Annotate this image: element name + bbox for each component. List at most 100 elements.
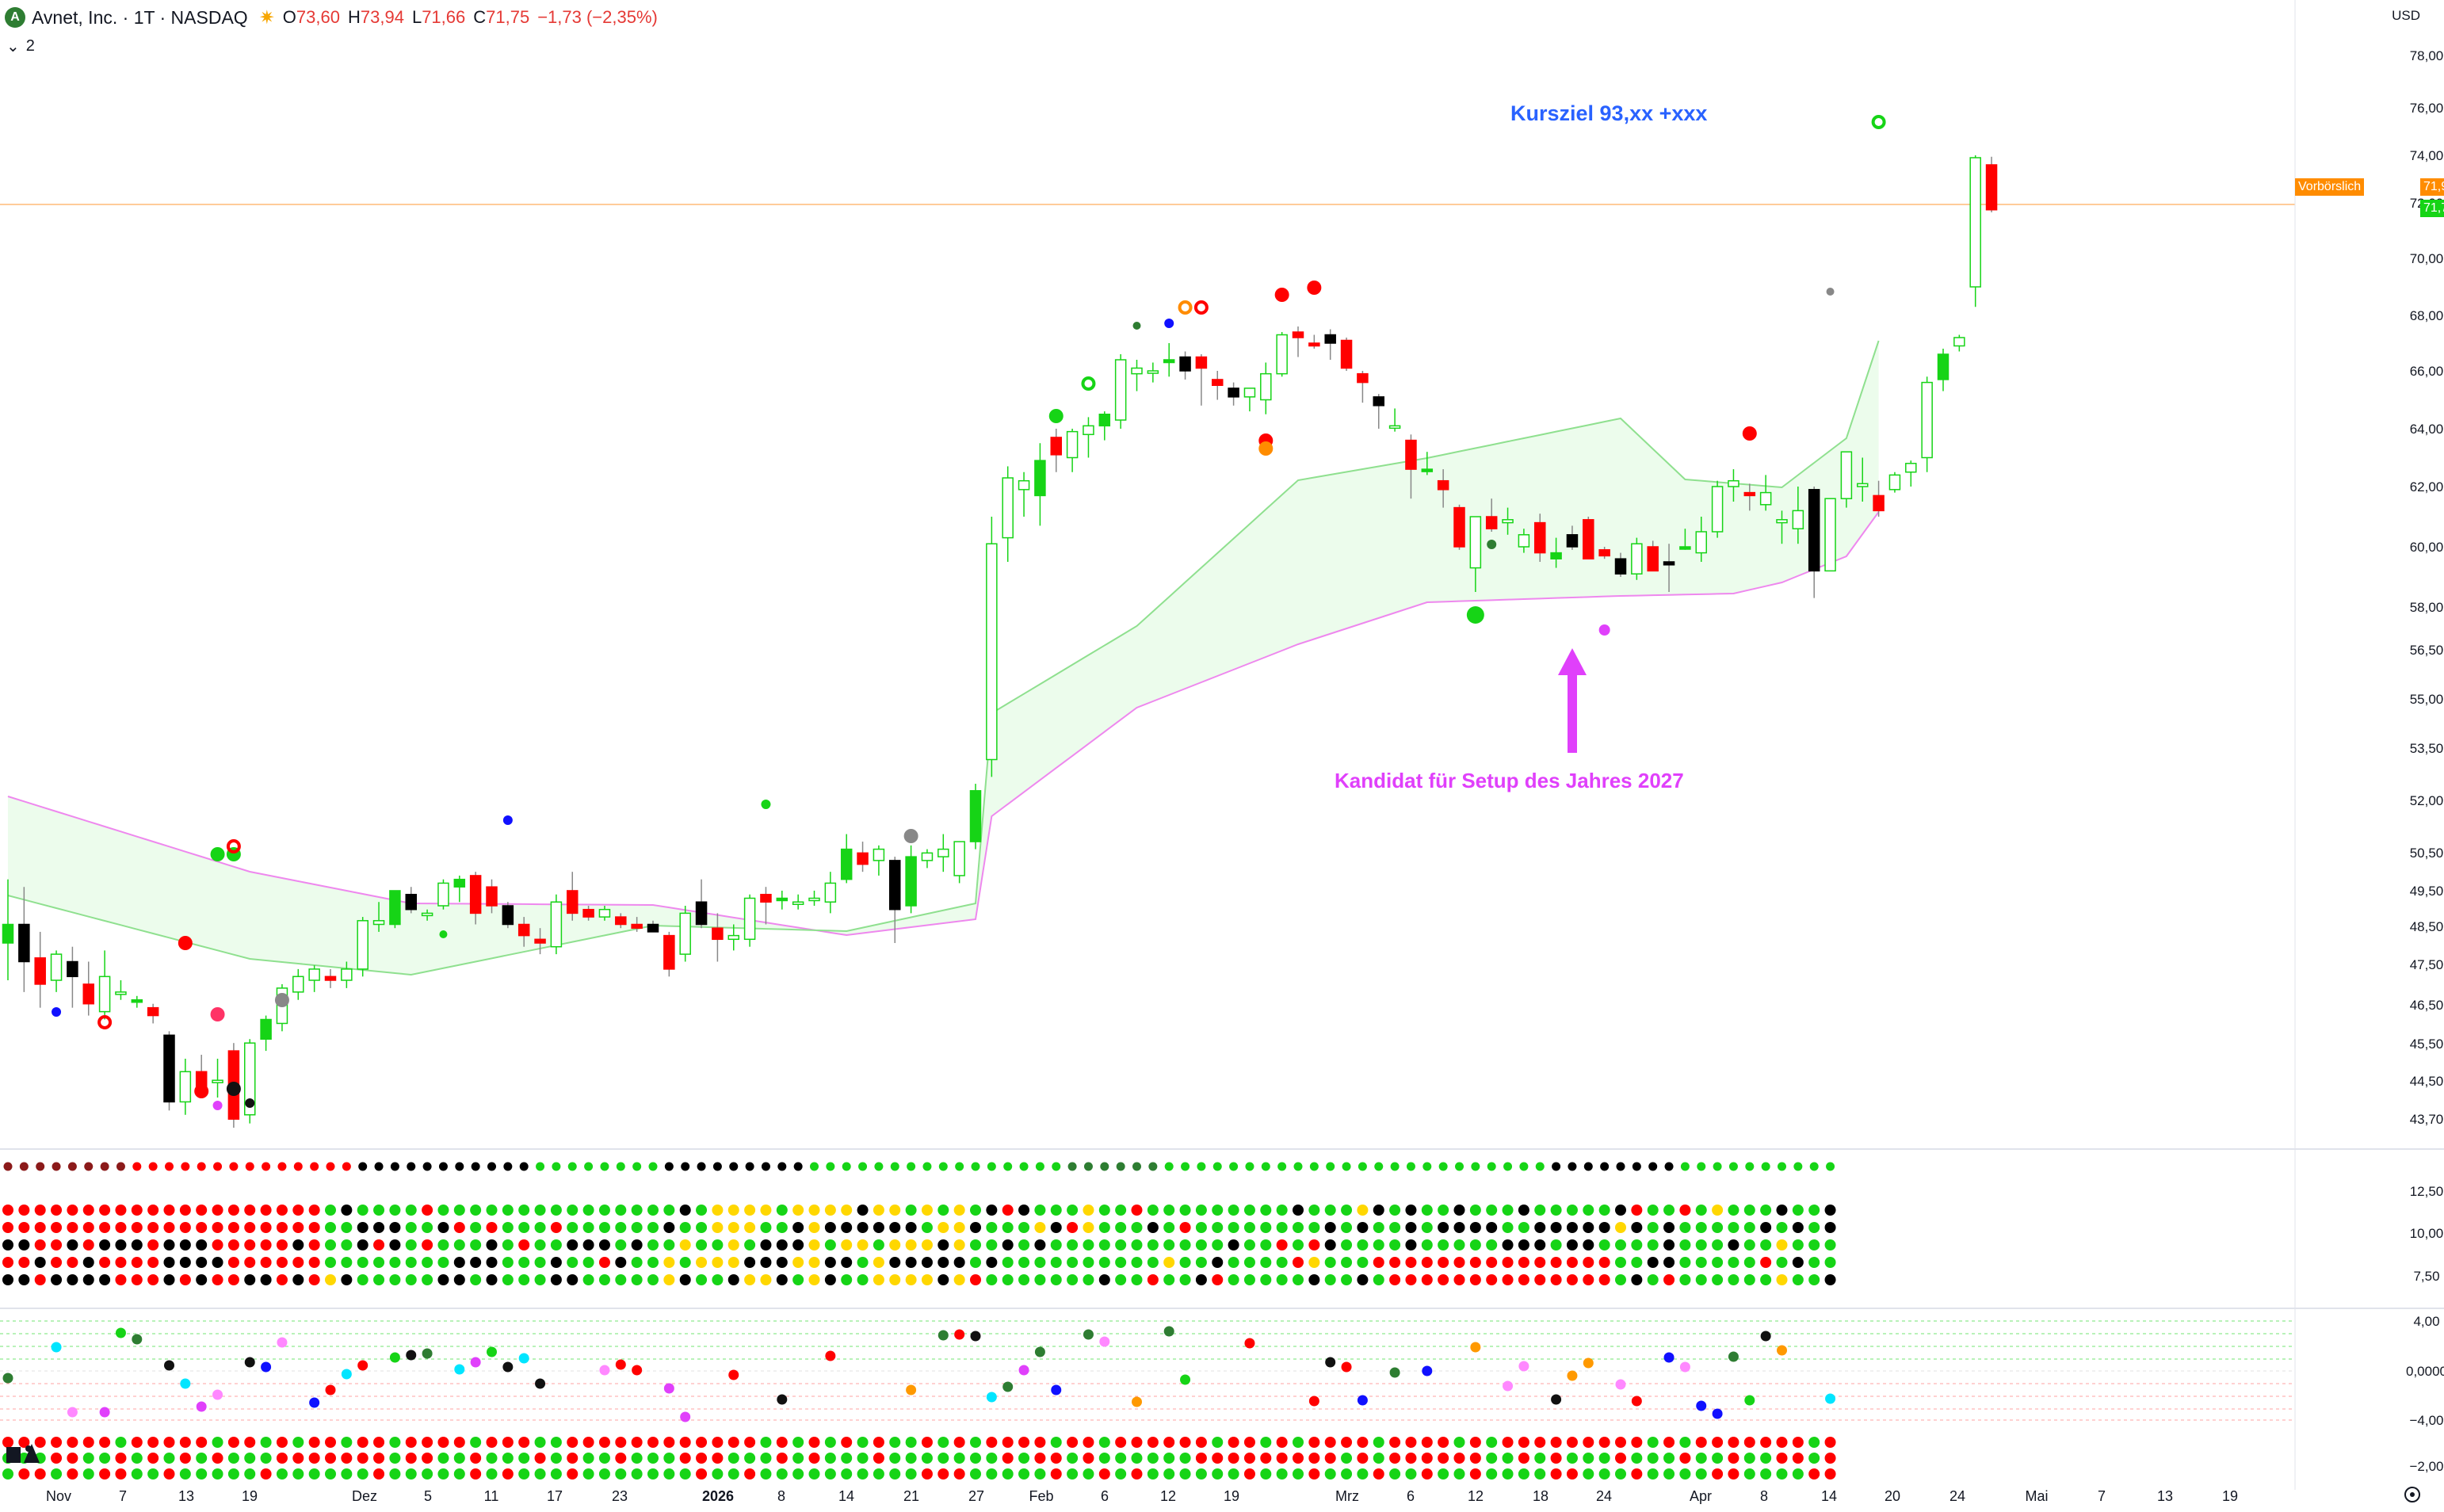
momentum-dot [760, 1274, 772, 1285]
trend-dot [407, 1162, 416, 1171]
momentum-dot [534, 1239, 546, 1250]
momentum-dot [889, 1239, 901, 1250]
candle [1583, 519, 1594, 559]
candle [631, 923, 643, 929]
strength-dot [115, 1437, 127, 1448]
low-value: 71,66 [422, 7, 466, 27]
symbol-title[interactable]: Avnet, Inc. · 1T · NASDAQ [32, 6, 248, 28]
momentum-dot [760, 1239, 772, 1250]
momentum-dot [1098, 1274, 1110, 1285]
momentum-dot [1357, 1222, 1369, 1233]
momentum-dot [938, 1274, 949, 1285]
oscillator-dot [180, 1378, 191, 1389]
oscillator-dot [1663, 1352, 1675, 1363]
trend-dot [1809, 1162, 1819, 1171]
candle [615, 916, 627, 926]
candle [1614, 558, 1627, 575]
momentum-dot [1679, 1205, 1691, 1216]
currency-label[interactable]: USD [2392, 8, 2420, 23]
strength-dot [712, 1453, 724, 1464]
momentum-dot [1486, 1239, 1498, 1250]
strength-dot [357, 1453, 369, 1464]
settings-icon[interactable] [2404, 1487, 2420, 1502]
momentum-dot [1228, 1257, 1239, 1268]
time-axis-label: 23 [612, 1488, 628, 1504]
time-axis-label: Dez [352, 1488, 377, 1504]
momentum-dot [1293, 1274, 1304, 1285]
momentum-dot [986, 1222, 998, 1233]
strength-dot [405, 1437, 417, 1448]
signal-marker [97, 1015, 113, 1029]
strength-dot [437, 1437, 449, 1448]
oscillator-dot [309, 1397, 320, 1408]
momentum-dot [1243, 1222, 1255, 1233]
strength-dot [244, 1468, 256, 1480]
trend-dot [1680, 1162, 1690, 1171]
strength-dot [179, 1453, 191, 1464]
momentum-dot [1728, 1239, 1739, 1250]
candle [1969, 157, 1981, 288]
oscillator-dot [132, 1334, 143, 1345]
momentum-dot [534, 1257, 546, 1268]
strength-dot [792, 1453, 804, 1464]
momentum-dot [1550, 1274, 1562, 1285]
strength-dot [453, 1453, 465, 1464]
price-axis-label: 64,00 [2410, 422, 2444, 437]
time-axis-label: 5 [424, 1488, 432, 1504]
strength-dot [760, 1437, 772, 1448]
candle [1985, 164, 1998, 211]
strength-dot [373, 1468, 385, 1480]
market-status-sun-icon[interactable]: ✷ [258, 6, 275, 29]
strength-dot [244, 1437, 256, 1448]
candle [2, 923, 14, 944]
momentum-dot [921, 1222, 933, 1233]
candle [1502, 519, 1514, 524]
candle [98, 976, 111, 1013]
strength-dot [921, 1453, 933, 1464]
strength-dot [325, 1453, 336, 1464]
momentum-dot [1486, 1274, 1498, 1285]
strength-dot [518, 1453, 530, 1464]
strength-dot [696, 1437, 708, 1448]
momentum-dot [1260, 1205, 1272, 1216]
indicators-toggle[interactable]: ⌄ 2 [6, 36, 35, 56]
momentum-dot [647, 1222, 659, 1233]
strength-dot [131, 1453, 143, 1464]
candle [663, 934, 675, 970]
oscillator-dot [1567, 1370, 1578, 1381]
momentum-dot [389, 1257, 401, 1268]
trend-dot [1455, 1162, 1464, 1171]
price-axis-label: 52,00 [2410, 793, 2444, 808]
momentum-dot [486, 1274, 498, 1285]
momentum-dot [986, 1257, 998, 1268]
momentum-dot [696, 1222, 708, 1233]
trend-dot [1713, 1162, 1722, 1171]
strength-dot [1357, 1468, 1369, 1480]
candle [244, 1042, 256, 1116]
momentum-dot [82, 1274, 94, 1285]
candle [179, 1071, 192, 1103]
momentum-dot [889, 1205, 901, 1216]
strength-dot [1260, 1453, 1272, 1464]
momentum-dot [1728, 1222, 1739, 1233]
strength-dot [1695, 1453, 1707, 1464]
momentum-dot [1050, 1257, 1062, 1268]
momentum-dot [938, 1222, 949, 1233]
momentum-dot [1357, 1274, 1369, 1285]
oscillator-dot [663, 1383, 674, 1394]
price-axis-label: 68,00 [2410, 308, 2444, 323]
strength-dot [1228, 1437, 1239, 1448]
momentum-dot [760, 1205, 772, 1216]
close-label: C [473, 7, 487, 27]
signal-marker [194, 1084, 209, 1098]
momentum-dot [405, 1239, 417, 1250]
strength-dot [647, 1468, 659, 1480]
strength-dot [163, 1437, 175, 1448]
trend-dot [1438, 1162, 1448, 1171]
candle [921, 852, 934, 861]
momentum-dot [631, 1274, 643, 1285]
momentum-dot [567, 1257, 579, 1268]
momentum-dot [808, 1222, 820, 1233]
strength-dot [115, 1468, 127, 1480]
